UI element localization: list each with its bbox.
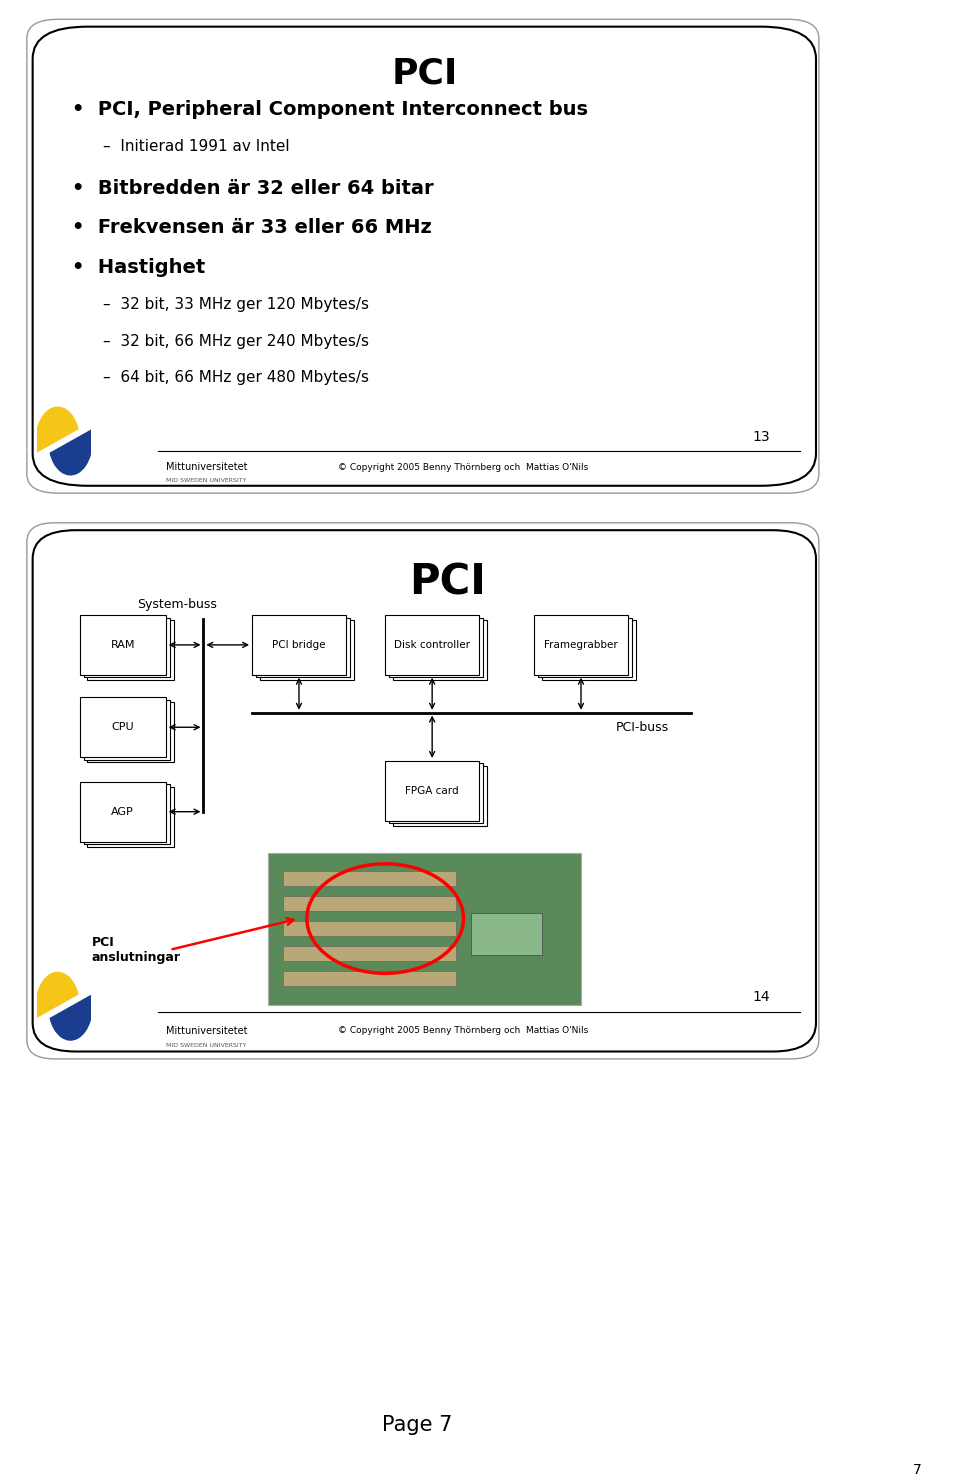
Text: PCI: PCI (409, 561, 487, 603)
Text: AGP: AGP (111, 807, 134, 816)
FancyBboxPatch shape (283, 871, 456, 886)
FancyBboxPatch shape (256, 618, 349, 677)
Text: MID SWEDEN UNIVERSITY: MID SWEDEN UNIVERSITY (166, 478, 247, 483)
FancyBboxPatch shape (260, 621, 354, 680)
Text: –  64 bit, 66 MHz ger 480 Mbytes/s: – 64 bit, 66 MHz ger 480 Mbytes/s (103, 370, 370, 385)
FancyBboxPatch shape (534, 615, 628, 675)
Text: 13: 13 (753, 429, 770, 443)
Text: –  32 bit, 66 MHz ger 240 Mbytes/s: – 32 bit, 66 MHz ger 240 Mbytes/s (103, 333, 370, 348)
Text: © Copyright 2005 Benny Thörnberg och  Mattias O'Nils: © Copyright 2005 Benny Thörnberg och Mat… (338, 464, 588, 472)
FancyBboxPatch shape (33, 27, 816, 486)
FancyBboxPatch shape (80, 615, 166, 675)
FancyBboxPatch shape (84, 701, 170, 760)
Text: PCI bridge: PCI bridge (273, 640, 325, 650)
Text: Mittuniversitetet: Mittuniversitetet (166, 462, 248, 472)
FancyBboxPatch shape (80, 782, 166, 841)
FancyBboxPatch shape (87, 702, 174, 763)
Text: System-buss: System-buss (137, 598, 218, 612)
FancyBboxPatch shape (33, 530, 816, 1052)
FancyBboxPatch shape (87, 621, 174, 680)
Wedge shape (36, 972, 79, 1017)
FancyBboxPatch shape (393, 621, 487, 680)
Text: •  Hastighet: • Hastighet (72, 258, 205, 277)
Text: •  Frekvensen är 33 eller 66 MHz: • Frekvensen är 33 eller 66 MHz (72, 218, 432, 237)
Text: FPGA card: FPGA card (405, 786, 459, 795)
FancyBboxPatch shape (84, 618, 170, 677)
Wedge shape (50, 994, 93, 1041)
FancyBboxPatch shape (283, 896, 456, 911)
FancyBboxPatch shape (385, 761, 479, 820)
Wedge shape (36, 406, 79, 453)
Text: MID SWEDEN UNIVERSITY: MID SWEDEN UNIVERSITY (166, 1043, 247, 1047)
Text: Page 7: Page 7 (382, 1414, 453, 1435)
Text: –  Initierad 1991 av Intel: – Initierad 1991 av Intel (103, 139, 290, 154)
Text: RAM: RAM (110, 640, 135, 650)
FancyBboxPatch shape (389, 764, 483, 823)
FancyBboxPatch shape (252, 615, 346, 675)
Text: © Copyright 2005 Benny Thörnberg och  Mattias O'Nils: © Copyright 2005 Benny Thörnberg och Mat… (338, 1026, 588, 1035)
FancyBboxPatch shape (538, 618, 632, 677)
Wedge shape (50, 429, 93, 475)
FancyBboxPatch shape (385, 615, 479, 675)
FancyBboxPatch shape (471, 914, 541, 955)
Text: Disk controller: Disk controller (395, 640, 470, 650)
Text: •  PCI, Peripheral Component Interconnect bus: • PCI, Peripheral Component Interconnect… (72, 99, 588, 118)
FancyBboxPatch shape (80, 698, 166, 757)
Text: PCI: PCI (391, 56, 458, 90)
FancyBboxPatch shape (87, 786, 174, 847)
FancyBboxPatch shape (389, 618, 483, 677)
FancyBboxPatch shape (84, 785, 170, 844)
FancyBboxPatch shape (393, 766, 487, 826)
Text: Mittuniversitetet: Mittuniversitetet (166, 1026, 248, 1035)
Text: –  32 bit, 33 MHz ger 120 Mbytes/s: – 32 bit, 33 MHz ger 120 Mbytes/s (103, 296, 370, 312)
FancyBboxPatch shape (283, 946, 456, 961)
Text: 14: 14 (753, 989, 770, 1004)
FancyBboxPatch shape (27, 523, 819, 1059)
Text: 7: 7 (913, 1463, 922, 1477)
FancyBboxPatch shape (27, 19, 819, 493)
Text: CPU: CPU (111, 723, 134, 732)
Text: PCI
anslutningar: PCI anslutningar (91, 936, 180, 964)
Text: •  Bitbredden är 32 eller 64 bitar: • Bitbredden är 32 eller 64 bitar (72, 179, 433, 198)
FancyBboxPatch shape (541, 621, 636, 680)
FancyBboxPatch shape (283, 921, 456, 936)
FancyBboxPatch shape (283, 970, 456, 986)
Text: Framegrabber: Framegrabber (544, 640, 618, 650)
FancyBboxPatch shape (268, 853, 581, 1004)
Text: PCI-buss: PCI-buss (616, 721, 669, 733)
